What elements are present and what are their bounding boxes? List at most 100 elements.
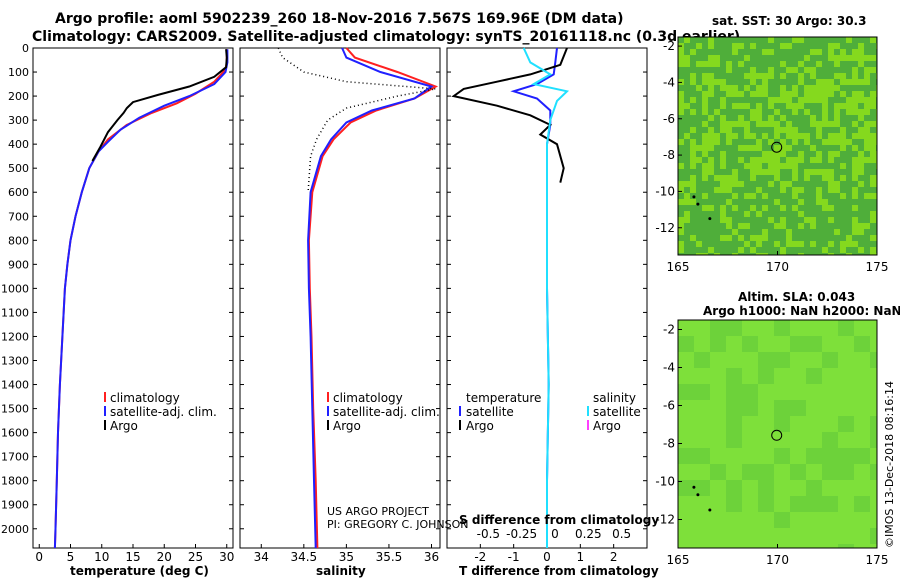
- xtick-label: 0: [35, 550, 43, 564]
- map-cell: [810, 85, 816, 91]
- map-cell: [678, 61, 684, 67]
- map-cell: [726, 199, 732, 205]
- map-cell: [870, 133, 876, 139]
- map-cell: [762, 73, 768, 79]
- map-cell: [714, 79, 720, 85]
- map-cell: [726, 61, 732, 67]
- map-cell: [726, 320, 742, 336]
- xtick-top-label: -0.5: [477, 527, 500, 541]
- ytick-label: 400: [8, 138, 29, 151]
- map-cell: [804, 109, 810, 115]
- map-cell: [708, 37, 714, 43]
- map-cell: [786, 103, 792, 109]
- map-cell: [762, 235, 768, 241]
- map-cell: [852, 223, 858, 229]
- map-cell: [864, 223, 870, 229]
- map-cell: [738, 247, 744, 253]
- map-cell: [870, 528, 877, 544]
- map-cell: [828, 43, 834, 49]
- xtick-label: 2: [610, 550, 618, 564]
- map-cell: [840, 127, 846, 133]
- map-cell: [768, 139, 774, 145]
- map-cell: [864, 145, 870, 151]
- map-cell: [720, 85, 726, 91]
- legend-item: salinity: [593, 391, 636, 405]
- map-cell: [854, 336, 870, 352]
- map-cell: [816, 61, 822, 67]
- map-cell: [708, 145, 714, 151]
- map-cell: [726, 133, 732, 139]
- map-cell: [852, 49, 858, 55]
- map-cell: [774, 320, 790, 336]
- island: [692, 485, 696, 489]
- map-cell: [780, 115, 786, 121]
- map-cell: [678, 229, 684, 235]
- map-cell: [750, 79, 756, 85]
- map-cell: [750, 235, 756, 241]
- map-cell: [762, 121, 768, 127]
- ytick-label: 700: [8, 210, 29, 223]
- map-cell: [846, 55, 852, 61]
- map-ytick-label: -10: [655, 184, 675, 198]
- map-cell: [864, 55, 870, 61]
- map-cell: [870, 55, 876, 61]
- map-cell: [834, 109, 840, 115]
- map-cell: [790, 400, 806, 416]
- map-cell: [810, 49, 816, 55]
- map-cell: [786, 145, 792, 151]
- map-cell: [742, 384, 758, 400]
- map-cell: [810, 145, 816, 151]
- map-cell: [762, 133, 768, 139]
- map-cell: [864, 109, 870, 115]
- map-cell: [708, 157, 714, 163]
- map-cell: [744, 241, 750, 247]
- map-cell: [768, 163, 774, 169]
- map-cell: [816, 49, 822, 55]
- map-cell: [684, 199, 690, 205]
- map-cell: [732, 193, 738, 199]
- map-ytick-label: -4: [663, 361, 675, 375]
- map-cell: [780, 43, 786, 49]
- map-cell: [702, 133, 708, 139]
- map-cell: [834, 187, 840, 193]
- map-cell: [678, 187, 684, 193]
- map-cell: [758, 368, 774, 384]
- map-cell: [744, 163, 750, 169]
- map-cell: [678, 217, 684, 223]
- map-cell: [840, 163, 846, 169]
- ytick-label: 100: [8, 66, 29, 79]
- map-cell: [708, 43, 714, 49]
- map-cell: [738, 103, 744, 109]
- map-cell: [750, 67, 756, 73]
- map-cell: [852, 193, 858, 199]
- map-cell: [822, 496, 838, 512]
- map-cell: [768, 217, 774, 223]
- map-cell: [840, 73, 846, 79]
- map-cell: [822, 109, 828, 115]
- map-cell: [816, 199, 822, 205]
- map-cell: [858, 133, 864, 139]
- map-cell: [726, 400, 742, 416]
- map-cell: [864, 79, 870, 85]
- map-cell: [852, 79, 858, 85]
- map-cell: [684, 211, 690, 217]
- map-cell: [786, 121, 792, 127]
- map-ytick-label: -8: [663, 437, 675, 451]
- map-cell: [678, 199, 684, 205]
- map-cell: [774, 169, 780, 175]
- map-cell: [702, 79, 708, 85]
- map-cell: [750, 175, 756, 181]
- map-cell: [744, 145, 750, 151]
- map-cell: [834, 229, 840, 235]
- sst-map: 165 170 175 -2 -4 -6 -8 -10 -12: [655, 36, 888, 274]
- map-cell: [768, 97, 774, 103]
- map-cell: [696, 241, 702, 247]
- map-cell: [858, 79, 864, 85]
- map-cell: [828, 169, 834, 175]
- argo-position-marker: [771, 141, 783, 153]
- map-cell: [786, 235, 792, 241]
- map-cell: [756, 187, 762, 193]
- map-cell: [864, 157, 870, 163]
- xtick-label: 35: [339, 550, 354, 564]
- map-cell: [834, 151, 840, 157]
